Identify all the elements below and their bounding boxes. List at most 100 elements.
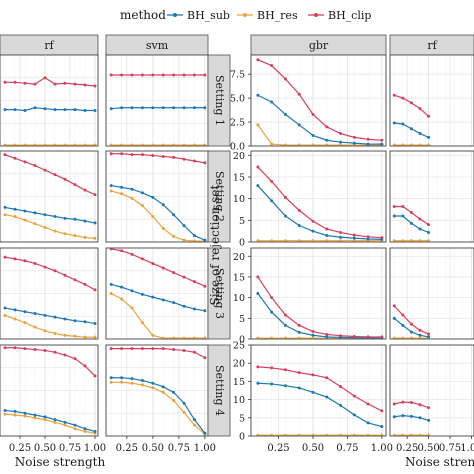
data-point-bh-clip — [401, 400, 405, 404]
data-point-bh-res — [120, 143, 124, 146]
data-point-bh-clip — [409, 211, 413, 215]
data-point-bh-clip — [120, 73, 124, 77]
data-point-bh-clip — [43, 348, 47, 352]
data-point-bh-res — [311, 433, 315, 436]
series-line-bh-sub — [257, 185, 382, 240]
data-point-bh-clip — [140, 73, 144, 77]
data-point-bh-sub — [311, 133, 315, 137]
data-point-bh-clip — [203, 356, 207, 360]
data-point-bh-clip — [23, 347, 27, 351]
data-point-bh-sub — [53, 108, 57, 112]
y-tick-label: 10 — [233, 293, 245, 304]
series-line-bh-sub — [111, 283, 205, 312]
data-point-bh-res — [418, 433, 422, 436]
data-point-bh-res — [120, 297, 124, 301]
data-point-bh-sub — [203, 309, 207, 313]
data-point-bh-sub — [366, 142, 370, 146]
data-point-bh-res — [151, 215, 155, 219]
data-point-bh-clip — [53, 350, 57, 354]
panel-plot-area — [0, 248, 98, 339]
series-line-bh-res — [111, 190, 205, 242]
data-point-bh-clip — [192, 350, 196, 354]
data-point-bh-res — [73, 234, 77, 238]
data-point-bh-clip — [401, 204, 405, 208]
data-point-bh-clip — [366, 137, 370, 141]
panel-plot-area — [106, 345, 208, 436]
panel-border — [389, 150, 474, 243]
series-line-bh-sub — [257, 382, 383, 428]
data-point-bh-res — [311, 143, 315, 146]
panel-frame — [250, 247, 387, 340]
data-point-bh-sub — [109, 184, 113, 188]
data-point-bh-sub — [380, 142, 384, 146]
row-strip-label: Setting 2 — [213, 171, 226, 222]
data-point-bh-clip — [172, 271, 176, 275]
row-strip-label: Setting 4 — [213, 365, 226, 416]
data-point-bh-clip — [427, 406, 431, 410]
data-point-bh-sub — [172, 390, 176, 394]
row-strip-setting-2: Setting 2 — [207, 150, 231, 243]
data-point-bh-sub — [182, 224, 186, 228]
data-point-bh-sub — [151, 106, 155, 110]
data-point-bh-sub — [325, 234, 329, 237]
data-point-bh-clip — [151, 154, 155, 158]
data-point-bh-res — [192, 336, 196, 339]
data-point-bh-sub — [13, 308, 17, 312]
x-tick-label: 1.00 — [194, 443, 216, 454]
series-line-bh-sub — [4, 307, 96, 325]
data-point-bh-clip — [339, 334, 343, 338]
x-tick-label: 0.75 — [439, 443, 461, 454]
data-point-bh-clip — [53, 269, 57, 273]
strip-label: svm — [146, 39, 169, 52]
data-point-bh-sub — [427, 418, 431, 422]
data-point-bh-res — [256, 433, 260, 436]
series-line-bh-res — [4, 314, 95, 338]
data-point-bh-sub — [161, 298, 165, 302]
data-point-bh-clip — [409, 322, 413, 326]
data-point-bh-res — [366, 433, 370, 436]
data-point-bh-clip — [63, 177, 67, 181]
data-point-bh-res — [53, 143, 57, 146]
data-point-bh-sub — [33, 413, 37, 417]
y-tick-label: 7.5 — [230, 70, 245, 81]
data-point-bh-sub — [151, 195, 155, 199]
data-point-bh-clip — [192, 280, 196, 284]
data-point-bh-res — [140, 204, 144, 208]
data-point-bh-res — [83, 143, 87, 146]
data-point-bh-clip — [172, 348, 176, 352]
series-line-bh-sub — [257, 293, 382, 339]
data-point-bh-clip — [109, 152, 113, 156]
y-tick-label: 10 — [233, 395, 245, 406]
data-point-bh-clip — [73, 278, 77, 282]
data-point-bh-res — [311, 239, 315, 242]
panel-plot-area — [106, 248, 208, 339]
data-point-bh-res — [256, 239, 260, 242]
data-point-bh-clip — [418, 403, 422, 407]
data-point-bh-res — [339, 239, 343, 242]
data-point-bh-clip — [120, 249, 124, 253]
x-tick-label: 0.75 — [59, 443, 81, 454]
strip-background — [207, 54, 231, 147]
data-point-bh-clip — [366, 335, 370, 339]
data-point-bh-clip — [93, 374, 97, 378]
data-point-bh-res — [151, 333, 155, 337]
data-point-bh-clip — [325, 227, 329, 231]
data-point-bh-sub — [3, 306, 7, 310]
data-point-bh-res — [392, 336, 396, 339]
data-point-bh-sub — [13, 409, 17, 413]
data-point-bh-sub — [120, 285, 124, 289]
data-point-bh-sub — [83, 320, 87, 324]
series-line-bh-res — [257, 124, 382, 146]
data-point-bh-res — [401, 433, 405, 436]
data-point-bh-sub — [83, 427, 87, 431]
data-point-bh-res — [192, 239, 196, 242]
left-panel-svm-setting-4 — [105, 344, 209, 437]
series-line-bh-clip — [257, 366, 383, 412]
data-point-bh-clip — [130, 252, 134, 256]
series-line-bh-res — [111, 381, 206, 435]
data-point-bh-res — [409, 336, 413, 339]
data-point-bh-res — [63, 423, 67, 427]
panel-border — [389, 344, 474, 437]
data-point-bh-sub — [43, 415, 47, 419]
